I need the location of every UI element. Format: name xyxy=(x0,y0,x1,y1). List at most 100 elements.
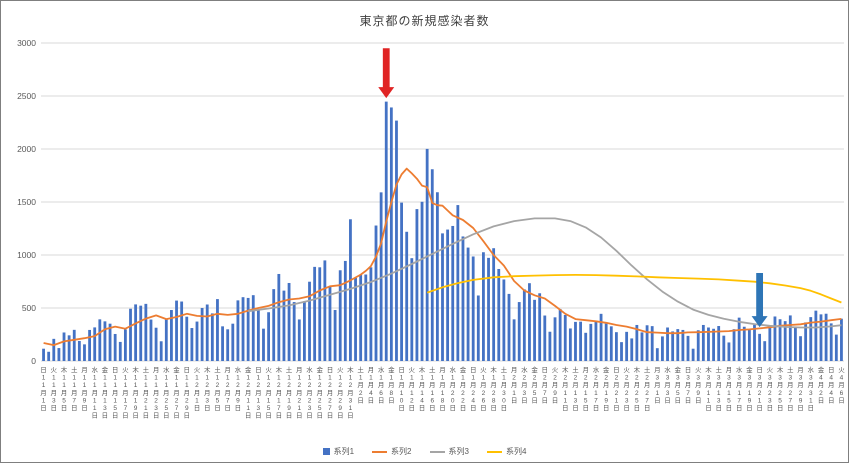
down-arrow-annotation xyxy=(751,273,768,328)
y-axis-label: 500 xyxy=(22,303,36,313)
bar xyxy=(574,321,577,361)
line-series-2 xyxy=(43,167,842,347)
bar xyxy=(507,293,511,361)
bar xyxy=(533,299,536,361)
bar xyxy=(676,329,680,361)
bar xyxy=(338,270,342,361)
bar xyxy=(768,325,772,361)
y-axis-label: 2500 xyxy=(17,91,36,101)
bar xyxy=(717,326,721,361)
bar xyxy=(374,225,378,361)
bar xyxy=(292,302,296,361)
bar xyxy=(430,169,434,361)
bar xyxy=(262,328,265,361)
bar xyxy=(645,325,649,361)
bar xyxy=(758,333,762,361)
bar xyxy=(323,260,327,361)
bar xyxy=(691,348,695,361)
bar xyxy=(236,300,240,361)
bar xyxy=(522,289,526,361)
bar xyxy=(661,336,664,361)
bar xyxy=(256,310,260,361)
bar xyxy=(57,348,61,361)
bar xyxy=(441,233,444,361)
bar xyxy=(241,297,245,361)
bar xyxy=(410,258,414,361)
bar xyxy=(451,225,455,361)
bar xyxy=(466,247,470,361)
bar xyxy=(123,329,127,361)
bar xyxy=(722,335,726,361)
bar xyxy=(379,192,383,361)
bar xyxy=(251,295,255,361)
bar xyxy=(180,301,184,361)
bar xyxy=(819,314,823,361)
y-axis-label: 3000 xyxy=(17,38,36,48)
bar xyxy=(384,101,388,362)
bar xyxy=(226,329,230,361)
bar xyxy=(435,192,439,361)
bar xyxy=(732,329,736,361)
bar xyxy=(129,308,132,361)
bar xyxy=(246,297,250,361)
bar xyxy=(824,313,828,361)
legend-label: 系列3 xyxy=(448,447,469,456)
bar xyxy=(502,279,506,361)
bar xyxy=(701,324,705,361)
bar xyxy=(584,332,588,361)
bar xyxy=(599,313,603,361)
bar xyxy=(216,299,219,361)
chart-title: 東京都の新規感染者数 xyxy=(359,14,490,28)
bar xyxy=(272,289,276,361)
bar xyxy=(425,148,429,361)
legend-bar-swatch xyxy=(322,448,330,455)
bar xyxy=(389,107,393,361)
bar xyxy=(354,278,357,361)
bar xyxy=(476,295,480,361)
legend-item: 系列2 xyxy=(372,446,412,457)
bar xyxy=(185,316,189,361)
bar xyxy=(333,310,337,361)
bar xyxy=(563,314,567,361)
bar xyxy=(604,323,608,361)
bar xyxy=(492,248,496,361)
bar xyxy=(681,329,685,361)
bar xyxy=(98,319,102,361)
bar xyxy=(625,331,629,361)
legend-line-swatch xyxy=(372,450,388,453)
bar xyxy=(671,331,675,361)
y-axis-label: 0 xyxy=(31,356,36,366)
bar xyxy=(200,308,204,361)
bar xyxy=(630,338,634,361)
bar xyxy=(72,329,76,361)
